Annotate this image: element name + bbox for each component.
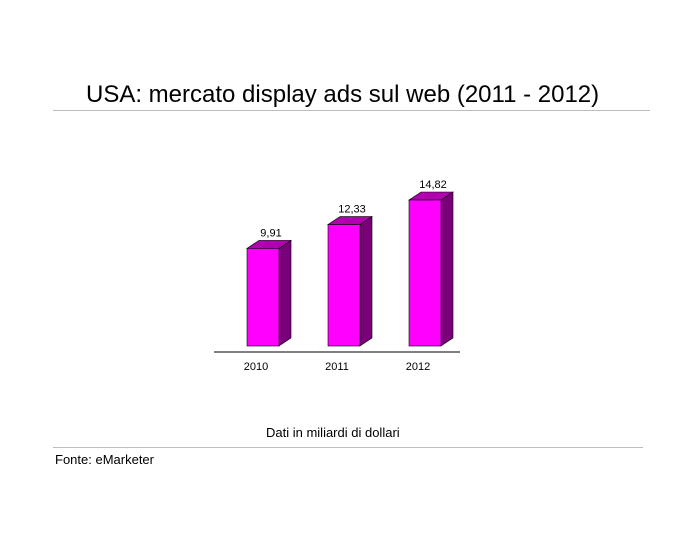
x-tick-2012: 2012 (406, 361, 430, 373)
value-label-2011: 12,33 (338, 204, 366, 216)
chart-title: USA: mercato display ads sul web (2011 -… (86, 81, 600, 108)
source-text: Fonte: eMarketer (55, 452, 154, 467)
title-divider (53, 110, 650, 111)
value-label-2010: 9,91 (260, 227, 281, 239)
x-tick-2011: 2011 (325, 361, 349, 373)
labels-group: 9,91 2010 12,33 2011 14,82 2012 (244, 179, 447, 373)
bars-group (246, 191, 454, 347)
bar-2010 (246, 248, 280, 347)
bar-2012 (408, 199, 442, 347)
unit-note: Dati in miliardi di dollari (266, 425, 400, 440)
bar-side-2011 (359, 215, 373, 347)
x-tick-2010: 2010 (244, 361, 268, 373)
bar-side-2012 (440, 191, 454, 347)
bar-side-2010 (278, 239, 292, 347)
bar-2011 (327, 224, 361, 347)
value-label-2012: 14,82 (419, 179, 447, 191)
footer-divider (53, 447, 643, 448)
